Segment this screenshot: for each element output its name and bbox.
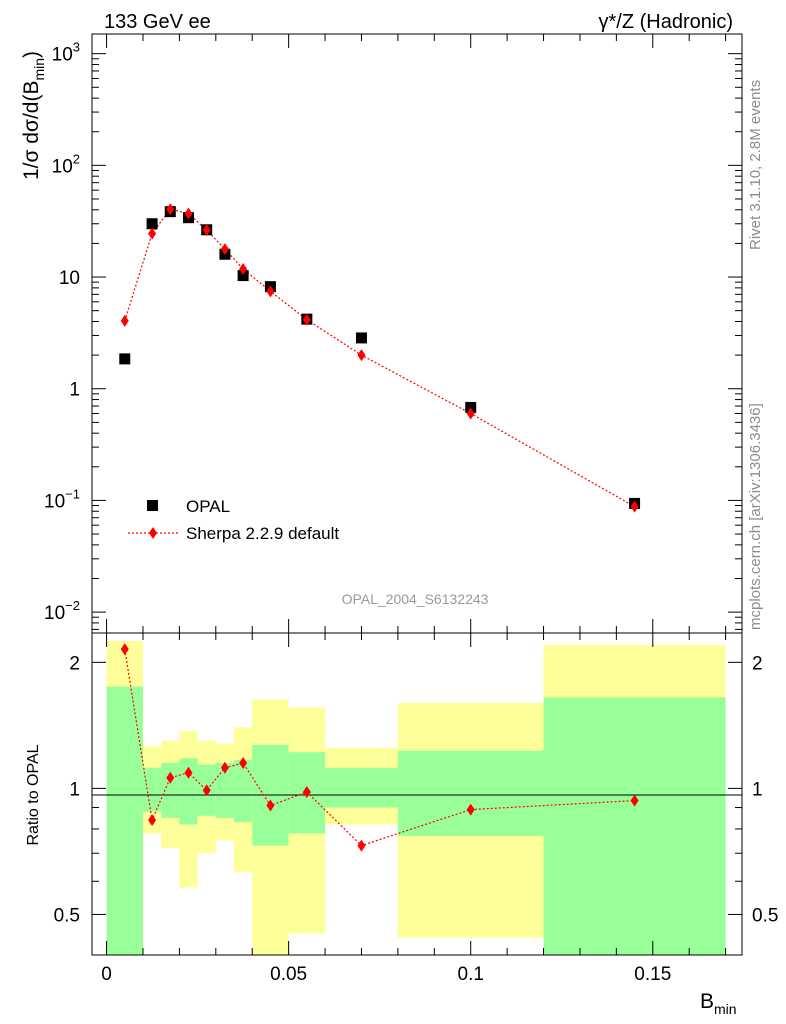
ratio-point <box>120 643 129 656</box>
mc-point <box>202 224 211 237</box>
ratio-line <box>124 649 635 847</box>
main-y-axis-title: 1/σ dσ/d(Bmin) <box>20 51 47 180</box>
main-y-tick-label: 10−1 <box>44 486 80 512</box>
ratio-y-tick-label-right: 2 <box>752 653 763 674</box>
process-label: 133 GeV ee <box>104 11 211 33</box>
mc-point <box>239 263 248 276</box>
ratio-band-inner <box>215 762 235 818</box>
ratio-point <box>148 814 157 827</box>
ratio-y-axis-title: Ratio to OPAL <box>25 744 42 845</box>
ratio-y-tick-label: 1 <box>69 779 80 800</box>
ratio-frame <box>91 632 743 956</box>
x-title-sub: min <box>714 1001 737 1017</box>
ratio-y-tick-label-right: 0.5 <box>752 905 778 926</box>
ratio-plot-area <box>120 643 639 852</box>
x-title-main: B <box>700 990 714 1013</box>
ratio-point <box>302 786 311 799</box>
ratio-y-tick-label: 0.5 <box>54 905 80 926</box>
x-axis-title: Bmin <box>700 990 737 1017</box>
ratio-band-inner <box>397 750 544 836</box>
mc-point <box>266 285 275 298</box>
ratio-point <box>630 794 639 807</box>
ratio-band-inner <box>106 686 143 955</box>
data-point <box>237 270 249 282</box>
ratio-y-tick-label: 2 <box>69 653 80 674</box>
mc-point <box>166 203 175 216</box>
mc-point <box>148 227 157 240</box>
ratio-band-inner <box>142 767 162 812</box>
legend-label-sherpa: Sherpa 2.2.9 default <box>186 524 339 543</box>
rivet-label: Rivet 3.1.10, 2.8M events <box>747 80 764 250</box>
ratio-point <box>266 799 275 812</box>
svg-text:1/σ dσ/d(Bmin): 1/σ dσ/d(Bmin) <box>20 51 47 180</box>
x-tick-label: 0.1 <box>458 964 484 985</box>
ratio-band-inner <box>179 758 198 825</box>
data-point <box>355 332 367 344</box>
mc-point <box>466 407 475 420</box>
main-y-tick-label: 103 <box>52 40 80 66</box>
ratio-band-inner <box>543 697 726 955</box>
x-tick-label: 0 <box>101 964 112 985</box>
ratio-point <box>466 803 475 816</box>
ratio-point <box>166 771 175 784</box>
mc-point <box>120 314 129 327</box>
ratio-band-inner <box>234 759 253 823</box>
main-y-tick-label: 10−2 <box>44 598 80 624</box>
ratio-point <box>202 784 211 797</box>
legend-marker-sherpa <box>149 527 157 539</box>
mc-point <box>357 349 366 362</box>
main-y-tick-label: 1 <box>69 380 80 401</box>
x-tick-label: 0.05 <box>270 964 307 985</box>
main-plot-area <box>119 203 641 513</box>
analysis-watermark: OPAL_2004_S6132243 <box>342 591 489 607</box>
main-panel: OPAL_2004_S6132243 10−2 10−1 1 10 102 103 1/σ… <box>20 33 743 634</box>
main-y-tick-label: 10 <box>59 268 80 289</box>
ratio-point <box>184 766 193 779</box>
ratio-error-bands <box>106 640 726 955</box>
y-title-main: 1/σ dσ/d(B <box>20 81 43 180</box>
mc-point <box>220 243 229 256</box>
main-y-tick-label: 102 <box>52 151 80 177</box>
legend-label-opal: OPAL <box>186 497 230 516</box>
legend-marker-opal <box>147 500 158 511</box>
y-title-close: ) <box>20 51 43 58</box>
ratio-point <box>220 761 229 774</box>
mc-point <box>184 207 193 220</box>
ratio-panel: 0.5 0.5 1 1 2 2 0 0.05 0.1 0.15 Ratio to OPAL Bmi… <box>25 632 778 1017</box>
x-tick-label: 0.15 <box>634 964 671 985</box>
ratio-band-inner <box>161 762 180 818</box>
ratio-band-inner <box>325 767 398 808</box>
legend: OPAL Sherpa 2.2.9 default <box>128 497 339 543</box>
ratio-point <box>357 839 366 852</box>
data-point <box>119 353 131 365</box>
mc-point <box>302 313 311 326</box>
mc-line <box>124 208 635 508</box>
ratio-point <box>239 756 248 769</box>
main-frame <box>91 33 743 634</box>
data-point <box>146 218 158 230</box>
y-title-sub: min <box>31 58 47 81</box>
mcplots-label: mcplots.cern.ch [arXiv:1306.3436] <box>747 403 764 630</box>
ratio-axes: 0.5 0.5 1 1 2 2 0 0.05 0.1 0.15 <box>54 633 778 985</box>
channel-label: γ*/Z (Hadronic) <box>599 11 733 33</box>
mc-point <box>630 500 639 513</box>
ratio-y-tick-label-right: 1 <box>752 779 763 800</box>
main-y-axis: 10−2 10−1 1 10 102 103 <box>44 34 742 633</box>
data-point <box>465 401 477 413</box>
